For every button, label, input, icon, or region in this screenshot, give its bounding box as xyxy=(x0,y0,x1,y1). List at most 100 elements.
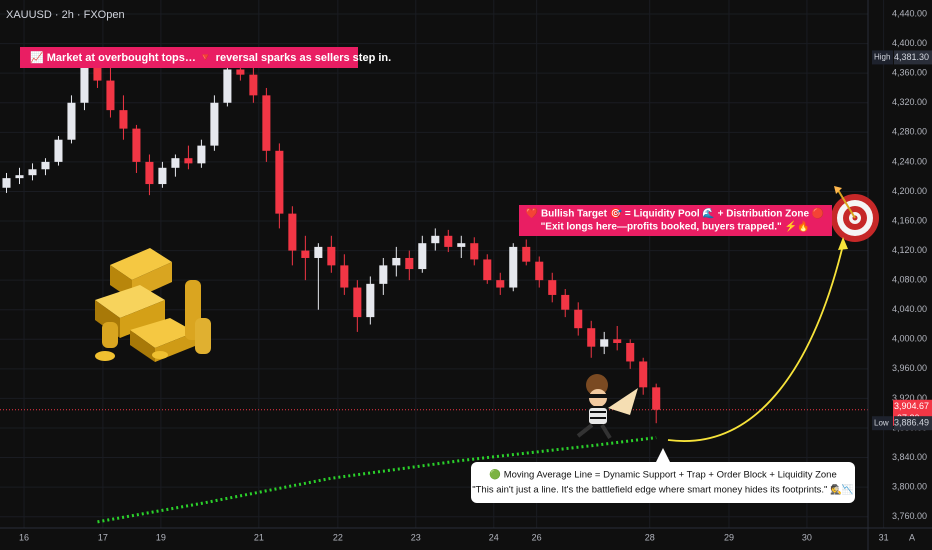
annotation-text: "This ain't just a line. It's the battle… xyxy=(472,484,854,496)
x-tick-label: 30 xyxy=(802,532,812,542)
candle-body xyxy=(158,167,167,185)
candle-body xyxy=(509,246,518,288)
marker-name-badge xyxy=(872,50,893,65)
candle-body xyxy=(613,339,622,343)
candle-body xyxy=(145,161,154,185)
candle-body xyxy=(249,74,258,96)
y-tick-label: 4,160.00 xyxy=(892,215,927,225)
candle-body xyxy=(327,246,336,266)
candle-body xyxy=(93,65,102,81)
candle-body xyxy=(496,280,505,288)
candle-body xyxy=(366,283,375,318)
candle-body xyxy=(483,259,492,281)
candle-body xyxy=(652,387,661,410)
callout-pointer xyxy=(656,448,670,462)
x-tick-label: 17 xyxy=(98,532,108,542)
annotation-text: 🟢 Moving Average Line = Dynamic Support … xyxy=(489,469,837,481)
y-tick-label: 4,080.00 xyxy=(892,275,927,285)
candle-body xyxy=(561,294,570,310)
candle-body xyxy=(223,69,232,103)
candle-body xyxy=(314,246,323,258)
y-tick-label: 3,960.00 xyxy=(892,363,927,373)
candle-body xyxy=(132,128,141,162)
annotation-text: "Exit longs here—profits booked, buyers … xyxy=(541,220,810,233)
candle-body xyxy=(405,257,414,270)
x-tick-label: 16 xyxy=(19,532,29,542)
y-tick-label: 4,120.00 xyxy=(892,245,927,255)
candle-body xyxy=(288,213,297,251)
x-tick-label: 21 xyxy=(254,532,264,542)
candle-body xyxy=(54,139,63,162)
y-tick-label: 4,440.00 xyxy=(892,8,927,18)
x-tick-label: 23 xyxy=(411,532,421,542)
candle-body xyxy=(639,361,648,388)
candle-body xyxy=(119,110,128,129)
candle-body xyxy=(184,158,193,164)
annotation-text: ❤️ Bullish Target 🎯 = Liquidity Pool 🌊 +… xyxy=(526,207,825,220)
candle-body xyxy=(535,261,544,281)
arrow-head xyxy=(838,237,848,250)
y-tick-label: 3,800.00 xyxy=(892,482,927,492)
gold-illustration xyxy=(95,248,211,362)
y-tick-label: 4,200.00 xyxy=(892,186,927,196)
candle-body xyxy=(418,243,427,270)
candle-body xyxy=(80,65,89,103)
scale-button[interactable]: A xyxy=(909,532,915,542)
target-illustration xyxy=(831,186,879,242)
marker-name: Low xyxy=(874,418,889,427)
y-tick-label: 3,840.00 xyxy=(892,452,927,462)
y-tick-label: 4,240.00 xyxy=(892,156,927,166)
candle-body xyxy=(2,178,11,188)
x-tick-label: 29 xyxy=(724,532,734,542)
candle-body xyxy=(392,257,401,266)
thief-illustration xyxy=(576,374,638,440)
marker-value-badge xyxy=(894,416,932,431)
candle-body xyxy=(301,250,310,258)
candle-body xyxy=(28,169,37,176)
annotation-box xyxy=(20,47,358,68)
candle-body xyxy=(522,246,531,262)
candle-body xyxy=(41,161,50,170)
y-tick-label: 3,920.00 xyxy=(892,393,927,403)
candle-body xyxy=(548,280,557,295)
candle-body xyxy=(587,328,596,347)
candle-body xyxy=(275,150,284,214)
candle-body xyxy=(626,342,635,362)
last-price-label: 3,904.67 xyxy=(894,401,929,411)
chart-title: XAUUSD · 2h · FXOpen xyxy=(6,9,125,21)
candle-body xyxy=(106,80,115,111)
candle-body xyxy=(574,309,583,329)
annotation-text: 📈 Market at overbought tops… 🔻 reversal … xyxy=(30,51,391,64)
candle-body xyxy=(379,265,388,284)
candle-body xyxy=(236,69,245,75)
x-tick-label: 28 xyxy=(645,532,655,542)
candle-body xyxy=(600,339,609,347)
y-tick-label: 4,000.00 xyxy=(892,334,927,344)
marker-value-badge xyxy=(894,50,932,65)
x-tick-label: 22 xyxy=(333,532,343,542)
candle-body xyxy=(340,265,349,288)
y-tick-label: 4,040.00 xyxy=(892,304,927,314)
x-tick-label: 31 xyxy=(879,532,889,542)
y-tick-label: 4,320.00 xyxy=(892,97,927,107)
marker-name: High xyxy=(874,53,890,62)
x-tick-label: 24 xyxy=(489,532,499,542)
candle-body xyxy=(444,235,453,247)
y-tick-label: 3,760.00 xyxy=(892,511,927,521)
candle-body xyxy=(15,175,24,179)
x-tick-label: 26 xyxy=(532,532,542,542)
x-tick-label: 19 xyxy=(156,532,166,542)
y-tick-label: 4,360.00 xyxy=(892,68,927,78)
candle-body xyxy=(470,243,479,260)
marker-value: 4,381.30 xyxy=(894,52,929,62)
y-tick-label: 4,400.00 xyxy=(892,38,927,48)
projection-arrow xyxy=(667,244,844,442)
annotation-box xyxy=(471,462,855,503)
annotation-box xyxy=(519,205,832,236)
marker-value: 3,886.49 xyxy=(894,418,929,428)
candle-body xyxy=(262,95,271,151)
candle-body xyxy=(210,102,219,146)
y-tick-label: 4,280.00 xyxy=(892,127,927,137)
